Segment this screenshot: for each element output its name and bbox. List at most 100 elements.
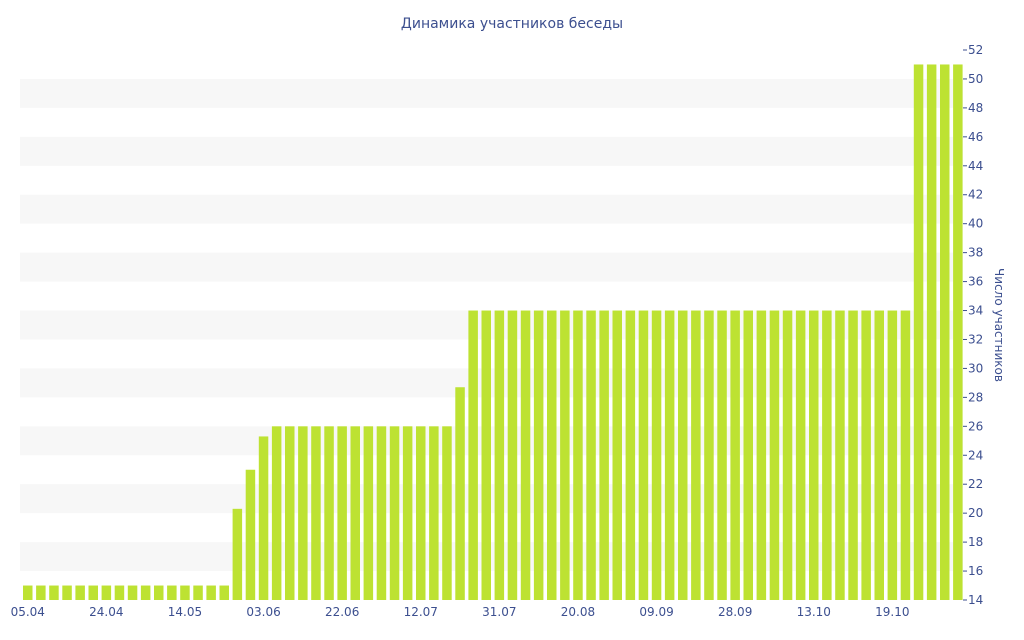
x-tick-label: 19.10 xyxy=(875,605,909,619)
bar xyxy=(507,310,518,600)
x-tick-label: 12.07 xyxy=(404,605,438,619)
bar xyxy=(704,310,714,600)
bar xyxy=(809,310,819,600)
x-tick-label: 09.09 xyxy=(639,605,673,619)
x-tick-label: 31.07 xyxy=(482,605,516,619)
y-tick-label: 50 xyxy=(968,72,983,86)
bar xyxy=(926,64,937,601)
bar xyxy=(442,426,452,600)
bar xyxy=(625,310,636,600)
x-tick-label: 05.04 xyxy=(11,605,45,619)
bar xyxy=(651,310,662,600)
bar xyxy=(494,310,505,600)
y-tick-label: 28 xyxy=(968,390,983,404)
bar xyxy=(206,585,216,600)
grid-band xyxy=(20,194,963,224)
bar xyxy=(416,426,426,600)
x-tick-label: 28.09 xyxy=(718,605,752,619)
bar xyxy=(219,585,229,600)
y-axis-ticks: 14 16 18 20 22 24 26 28 30 32 34 36 38 40 42 44 46 48 50 52 xyxy=(963,43,983,607)
bar xyxy=(874,310,884,600)
bar xyxy=(167,585,177,600)
y-tick-label: 22 xyxy=(968,477,983,491)
bar xyxy=(730,310,740,600)
grid-band xyxy=(20,136,963,166)
bar xyxy=(835,310,845,600)
bar xyxy=(140,585,151,600)
bar xyxy=(23,585,33,600)
x-axis-ticks: 05.04 24.04 14.05 03.06 22.06 12.07 31.07 20.08… xyxy=(11,605,910,619)
y-tick-label: 32 xyxy=(968,332,983,346)
y-tick-label: 24 xyxy=(968,448,983,462)
bars-group xyxy=(23,64,963,601)
bar xyxy=(678,310,688,600)
x-tick-label: 03.06 xyxy=(246,605,280,619)
bar xyxy=(154,585,164,600)
bar xyxy=(49,585,59,600)
bar xyxy=(782,310,793,600)
grid-band xyxy=(20,484,963,514)
bar xyxy=(940,64,950,601)
bar xyxy=(822,310,832,600)
y-tick-label: 42 xyxy=(968,188,983,202)
x-tick-label: 14.05 xyxy=(168,605,202,619)
bar xyxy=(664,310,675,600)
y-tick-label: 14 xyxy=(968,593,983,607)
y-tick-label: 18 xyxy=(968,535,983,549)
bar xyxy=(402,426,413,600)
bar xyxy=(285,426,295,600)
bar xyxy=(258,436,269,600)
grid-band xyxy=(20,368,963,398)
y-tick-label: 52 xyxy=(968,43,983,57)
bar xyxy=(743,310,753,600)
bar xyxy=(376,426,387,600)
y-tick-label: 44 xyxy=(968,159,983,173)
bar xyxy=(573,310,583,600)
bar xyxy=(638,310,649,600)
grid-band xyxy=(20,252,963,282)
y-tick-label: 46 xyxy=(968,130,983,144)
y-tick-label: 34 xyxy=(968,304,983,318)
bar xyxy=(756,310,767,600)
bar xyxy=(547,310,557,600)
bar xyxy=(311,426,321,600)
x-tick-label: 22.06 xyxy=(325,605,359,619)
y-tick-label: 20 xyxy=(968,506,983,520)
x-tick-label: 13.10 xyxy=(797,605,831,619)
y-tick-label: 16 xyxy=(968,564,983,578)
bar xyxy=(245,469,256,600)
bar xyxy=(232,508,243,600)
bar xyxy=(848,310,858,600)
bar xyxy=(127,585,138,600)
y-tick-label: 38 xyxy=(968,246,983,260)
bar xyxy=(717,310,727,600)
bar xyxy=(533,310,544,600)
bar xyxy=(36,585,46,600)
bar xyxy=(337,426,347,600)
bar xyxy=(612,310,622,600)
bar xyxy=(363,426,374,600)
background-bands xyxy=(20,78,963,572)
bar xyxy=(75,585,85,600)
grid-band xyxy=(20,310,963,340)
bar xyxy=(599,310,609,600)
bar xyxy=(389,426,400,600)
bar xyxy=(468,310,478,600)
bar xyxy=(953,64,963,601)
bar xyxy=(324,426,334,600)
y-tick-label: 48 xyxy=(968,101,983,115)
grid-band xyxy=(20,78,963,108)
bar xyxy=(900,310,911,600)
bar xyxy=(520,310,531,600)
bar xyxy=(62,585,72,600)
bar xyxy=(271,426,282,600)
bar xyxy=(114,585,125,600)
bar xyxy=(481,310,491,600)
bar xyxy=(429,426,439,600)
chart-title: Динамика участников беседы xyxy=(401,16,623,32)
grid-band xyxy=(20,542,963,572)
y-tick-label: 30 xyxy=(968,361,983,375)
bar xyxy=(887,310,898,600)
